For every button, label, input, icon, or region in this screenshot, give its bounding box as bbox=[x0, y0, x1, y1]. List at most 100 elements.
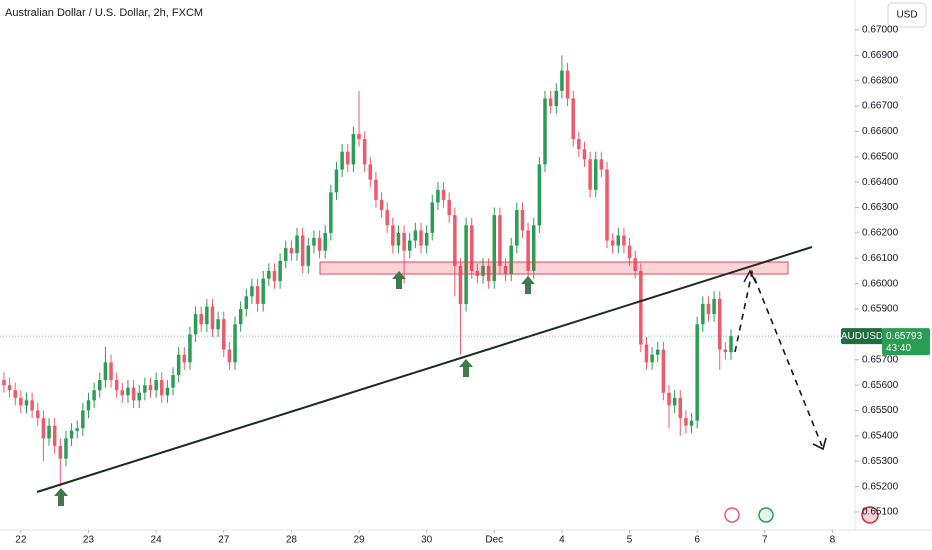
support-arrow bbox=[459, 359, 473, 377]
candle-body bbox=[13, 390, 17, 398]
candle-body bbox=[233, 324, 237, 363]
candle-body bbox=[205, 306, 209, 325]
candle-body bbox=[447, 199, 451, 216]
candle-body bbox=[413, 230, 418, 241]
candle-body bbox=[385, 210, 389, 226]
candle-body bbox=[368, 164, 373, 180]
candles bbox=[2, 55, 733, 487]
y-tick-label: 0.65400 bbox=[862, 431, 899, 442]
event-icons bbox=[724, 506, 879, 524]
x-tick-label: 7 bbox=[762, 535, 768, 546]
candle-body bbox=[695, 324, 699, 421]
event-icon[interactable] bbox=[724, 507, 740, 523]
candle-body bbox=[712, 298, 716, 315]
candle-body bbox=[486, 265, 491, 282]
candle-body bbox=[272, 270, 277, 282]
candle-body bbox=[374, 179, 378, 200]
candle-body bbox=[289, 248, 294, 254]
candle-body bbox=[515, 210, 519, 246]
currency-flag[interactable] bbox=[861, 506, 879, 524]
x-tick-label: 30 bbox=[421, 535, 433, 546]
candle-body bbox=[131, 387, 136, 401]
candle-body bbox=[492, 215, 497, 282]
candle-body bbox=[729, 336, 733, 353]
candle-body bbox=[588, 159, 592, 190]
candle-body bbox=[531, 225, 536, 271]
candle-body bbox=[7, 385, 12, 391]
candle-body bbox=[92, 390, 96, 401]
y-tick-label: 0.66100 bbox=[862, 253, 899, 264]
candle-body bbox=[120, 390, 125, 396]
trend-line bbox=[36, 246, 813, 493]
candle-body bbox=[199, 314, 203, 325]
event-icon[interactable] bbox=[758, 507, 774, 523]
candle-body bbox=[605, 169, 609, 241]
candle-body bbox=[593, 159, 598, 190]
candle-body bbox=[216, 319, 220, 330]
candle-body bbox=[329, 192, 333, 233]
candle-body bbox=[137, 392, 141, 401]
candle-body bbox=[154, 380, 158, 391]
candle-body bbox=[430, 202, 435, 233]
candle-body bbox=[182, 354, 187, 363]
candle-body bbox=[622, 235, 626, 246]
y-tick-label: 0.65500 bbox=[862, 405, 899, 416]
candle-body bbox=[351, 133, 356, 165]
x-tick-label: 22 bbox=[15, 535, 27, 546]
candle-body bbox=[278, 260, 282, 282]
candle-body bbox=[69, 430, 74, 439]
candle-body bbox=[498, 215, 502, 266]
candle-body bbox=[520, 210, 525, 231]
candle-body bbox=[644, 344, 649, 363]
x-tick-label: 29 bbox=[353, 535, 365, 546]
candle-body bbox=[391, 225, 395, 246]
candle-body bbox=[98, 380, 102, 391]
x-tick-label: 24 bbox=[151, 535, 163, 546]
candle-body bbox=[616, 235, 621, 246]
candle-body bbox=[543, 98, 547, 165]
candle-body bbox=[565, 70, 570, 99]
candle-body bbox=[295, 235, 299, 254]
currency-label: USD bbox=[896, 10, 917, 21]
candle-body bbox=[284, 248, 288, 261]
candle-body bbox=[723, 349, 728, 353]
candle-body bbox=[481, 265, 485, 277]
y-tick-label: 0.65300 bbox=[862, 456, 899, 467]
candle-body bbox=[261, 278, 265, 304]
candle-body bbox=[424, 232, 429, 246]
y-tick-label: 0.66700 bbox=[862, 101, 899, 112]
y-tick-label: 0.66300 bbox=[862, 202, 899, 213]
chart-title: Australian Dollar / U.S. Dollar, 2h, FXC… bbox=[5, 7, 203, 19]
candle-body bbox=[86, 400, 91, 411]
candle-body bbox=[160, 380, 164, 396]
y-tick-label: 0.65700 bbox=[862, 354, 899, 365]
candle-body bbox=[678, 397, 683, 419]
candle-body bbox=[650, 354, 654, 363]
candle-body bbox=[41, 418, 46, 439]
x-tick-label: 5 bbox=[627, 535, 633, 546]
candle-body bbox=[582, 149, 587, 160]
candle-body bbox=[560, 70, 564, 91]
currency-button[interactable] bbox=[887, 2, 927, 28]
candle-body bbox=[610, 240, 615, 246]
symbol-tag bbox=[841, 328, 883, 345]
candle-body bbox=[210, 306, 215, 330]
candle-body bbox=[436, 189, 440, 203]
candle-body bbox=[36, 410, 40, 419]
candle-body bbox=[323, 232, 327, 251]
candle-body bbox=[75, 428, 79, 431]
y-tick-label: 0.66500 bbox=[862, 151, 899, 162]
candle-body bbox=[52, 425, 57, 447]
candle-body bbox=[81, 410, 85, 429]
candle-body bbox=[238, 309, 243, 325]
candle-body bbox=[312, 237, 316, 246]
x-tick-label: 8 bbox=[830, 535, 836, 546]
candle-body bbox=[453, 215, 457, 266]
candle-body bbox=[509, 245, 513, 274]
y-tick-label: 0.65900 bbox=[862, 304, 899, 315]
candle-body bbox=[24, 400, 29, 406]
candle-body bbox=[267, 270, 271, 279]
candle-body bbox=[464, 225, 468, 304]
candle-body bbox=[684, 418, 688, 426]
candle-body bbox=[143, 385, 147, 393]
